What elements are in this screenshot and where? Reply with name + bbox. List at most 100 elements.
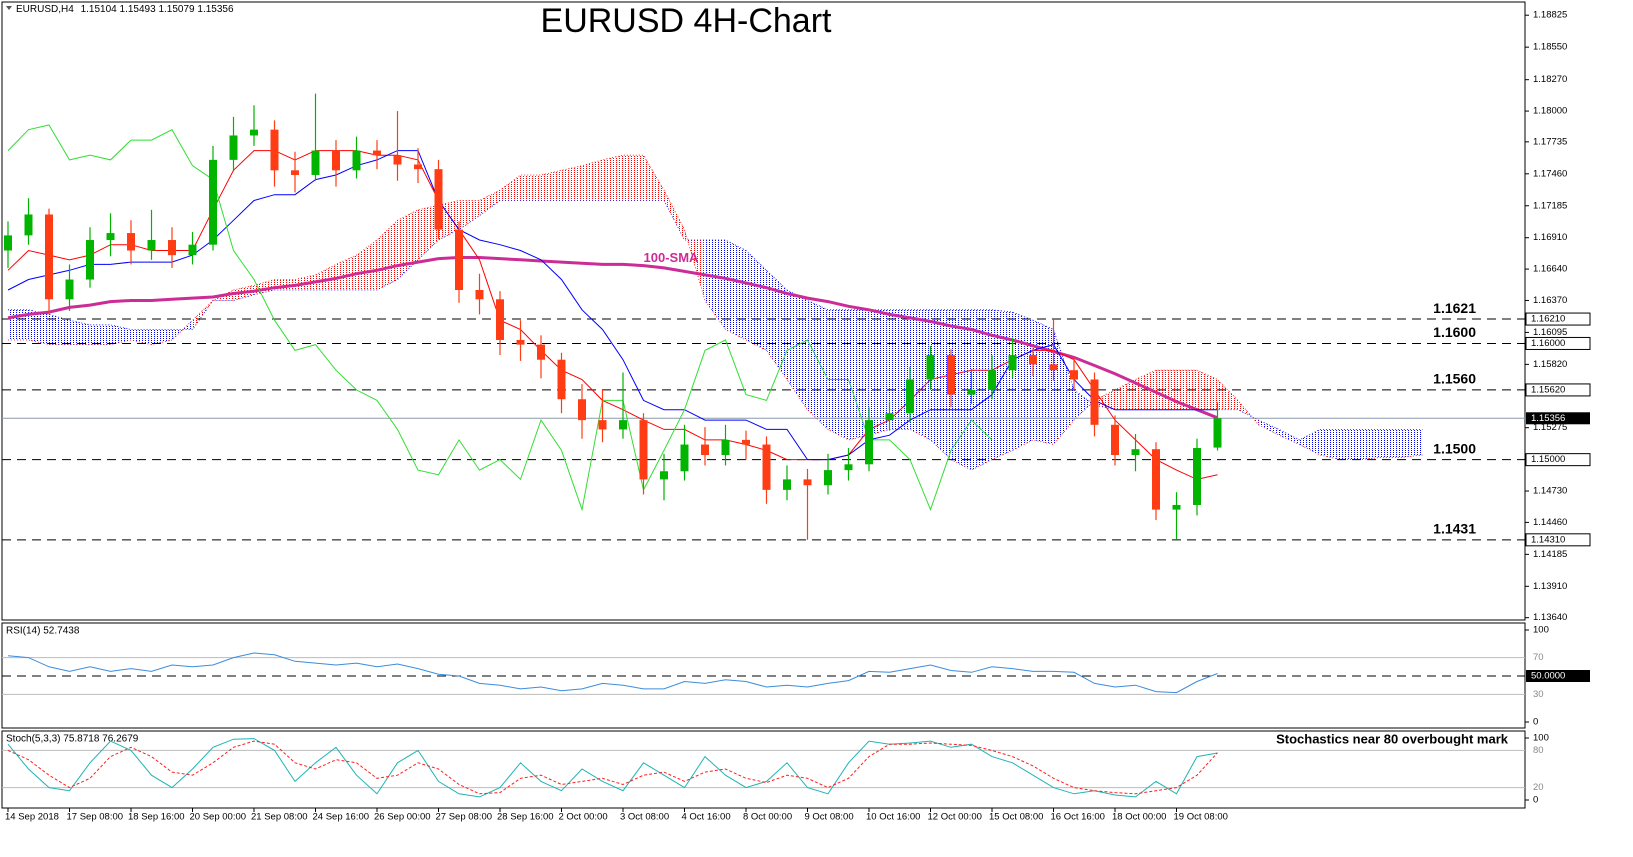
annotation: Stochastics near 80 overbought mark <box>1276 731 1509 746</box>
x-tick-label: 8 Oct 00:00 <box>743 812 792 823</box>
candle-body <box>311 150 320 175</box>
indicator-line <box>7 256 1219 420</box>
cloud-segment <box>1299 429 1320 456</box>
current-price-box <box>1526 412 1590 425</box>
level-axis-box <box>1525 312 1591 326</box>
y-tick-label: 30 <box>1533 689 1544 700</box>
candle-body <box>742 439 750 445</box>
candle-body <box>1090 379 1099 425</box>
candle-body <box>65 279 74 300</box>
candle-body <box>24 214 33 236</box>
candle-body <box>721 439 730 456</box>
candle-body <box>1131 449 1140 456</box>
cloud-segment <box>520 174 541 201</box>
cloud-segment <box>992 309 1013 460</box>
x-tick-label: 4 Oct 16:00 <box>682 812 731 823</box>
x-tick-label: 28 Sep 16:00 <box>497 812 554 823</box>
candle-body <box>1049 364 1058 371</box>
y-tick-label: 70 <box>1533 652 1544 663</box>
cloud-segment <box>69 320 90 345</box>
level-label: 1.1500 <box>1433 440 1476 456</box>
candle-body <box>496 299 504 340</box>
candle-body <box>660 471 668 480</box>
x-tick-label: 19 Oct 08:00 <box>1174 812 1228 823</box>
level-axis-box <box>1525 533 1591 547</box>
stoch-panel <box>1 730 1526 809</box>
candle-body <box>783 479 791 490</box>
candle-body <box>1172 504 1181 510</box>
candle-body <box>967 389 976 395</box>
y-tick-label: 1.18270 <box>1533 74 1567 85</box>
candle-body <box>680 444 689 472</box>
cloud-segment <box>807 300 828 430</box>
cloud-segment <box>725 240 746 340</box>
cloud-segment <box>1279 429 1300 445</box>
y-tick-label: 1.15275 <box>1533 422 1567 433</box>
x-tick-label: 26 Sep 00:00 <box>374 812 431 823</box>
candle-body <box>906 379 914 414</box>
candle-body <box>762 444 771 490</box>
cloud-segment <box>1258 420 1279 436</box>
cloud-segment <box>479 190 500 216</box>
cloud-segment <box>49 314 70 345</box>
y-tick-label: 1.18825 <box>1533 10 1567 21</box>
y-tick-label: 100 <box>1533 733 1549 744</box>
y-tick-label: 1.16095 <box>1533 327 1567 338</box>
cloud-segment <box>643 155 664 201</box>
cloud-segment <box>418 205 439 260</box>
cloud-segment <box>1074 389 1095 421</box>
cloud-segment <box>848 309 869 440</box>
cloud-segment <box>377 220 398 291</box>
candle-body <box>1111 424 1119 456</box>
cloud-segment <box>1340 429 1361 460</box>
cloud-segment <box>582 159 603 201</box>
cloud-segment <box>1217 379 1238 410</box>
candle-body <box>332 150 340 171</box>
candle-body <box>537 344 545 360</box>
candle-body <box>885 413 894 421</box>
candle-body <box>373 150 381 156</box>
cloud-segment <box>1094 389 1115 410</box>
candle-body <box>619 420 627 430</box>
cloud-segment <box>1115 379 1136 410</box>
candle-body <box>598 420 607 430</box>
y-tick-label: 1.13910 <box>1533 581 1567 592</box>
level-label: 1.1431 <box>1433 521 1476 537</box>
candle-body <box>865 420 873 465</box>
level-label: 1.1600 <box>1433 324 1476 340</box>
candle-body <box>188 244 197 256</box>
candle-body <box>229 135 238 160</box>
cloud-segment <box>930 309 951 460</box>
x-tick-label: 12 Oct 00:00 <box>928 812 982 823</box>
y-tick-label: 1.14730 <box>1533 486 1567 497</box>
x-tick-label: 20 Sep 00:00 <box>190 812 247 823</box>
y-tick-label: 1.16910 <box>1533 232 1567 243</box>
y-tick-label: 1.13640 <box>1533 612 1567 623</box>
y-tick-label: 1.16370 <box>1533 295 1567 306</box>
indicator-line <box>7 738 1218 798</box>
candle-body <box>803 479 812 486</box>
x-tick-label: 17 Sep 08:00 <box>67 812 124 823</box>
level-axis-box <box>1525 383 1591 397</box>
candle-body <box>844 464 853 471</box>
cloud-segment <box>90 324 111 345</box>
level-axis-label: 1.16000 <box>1531 338 1565 349</box>
level-label: 50.0000 <box>1531 671 1565 682</box>
cloud-segment <box>787 290 808 410</box>
candle-body <box>1193 448 1201 505</box>
level-label: 1.1621 <box>1433 300 1476 316</box>
candle-body <box>578 399 586 421</box>
cloud-segment <box>110 324 131 345</box>
stoch-title: Stoch(5,3,3) 75.8718 76.2679 <box>6 734 139 745</box>
cloud-segment <box>315 264 336 291</box>
candle-body <box>1213 418 1222 448</box>
level-box <box>1526 670 1590 682</box>
candle-body <box>701 444 709 456</box>
current-price-label: 1.15356 <box>1531 413 1565 424</box>
candle-body <box>250 129 258 136</box>
x-tick-label: 16 Oct 16:00 <box>1051 812 1105 823</box>
cloud-segment <box>746 250 767 351</box>
x-tick-label: 21 Sep 08:00 <box>251 812 308 823</box>
cloud-segment <box>1402 429 1423 458</box>
